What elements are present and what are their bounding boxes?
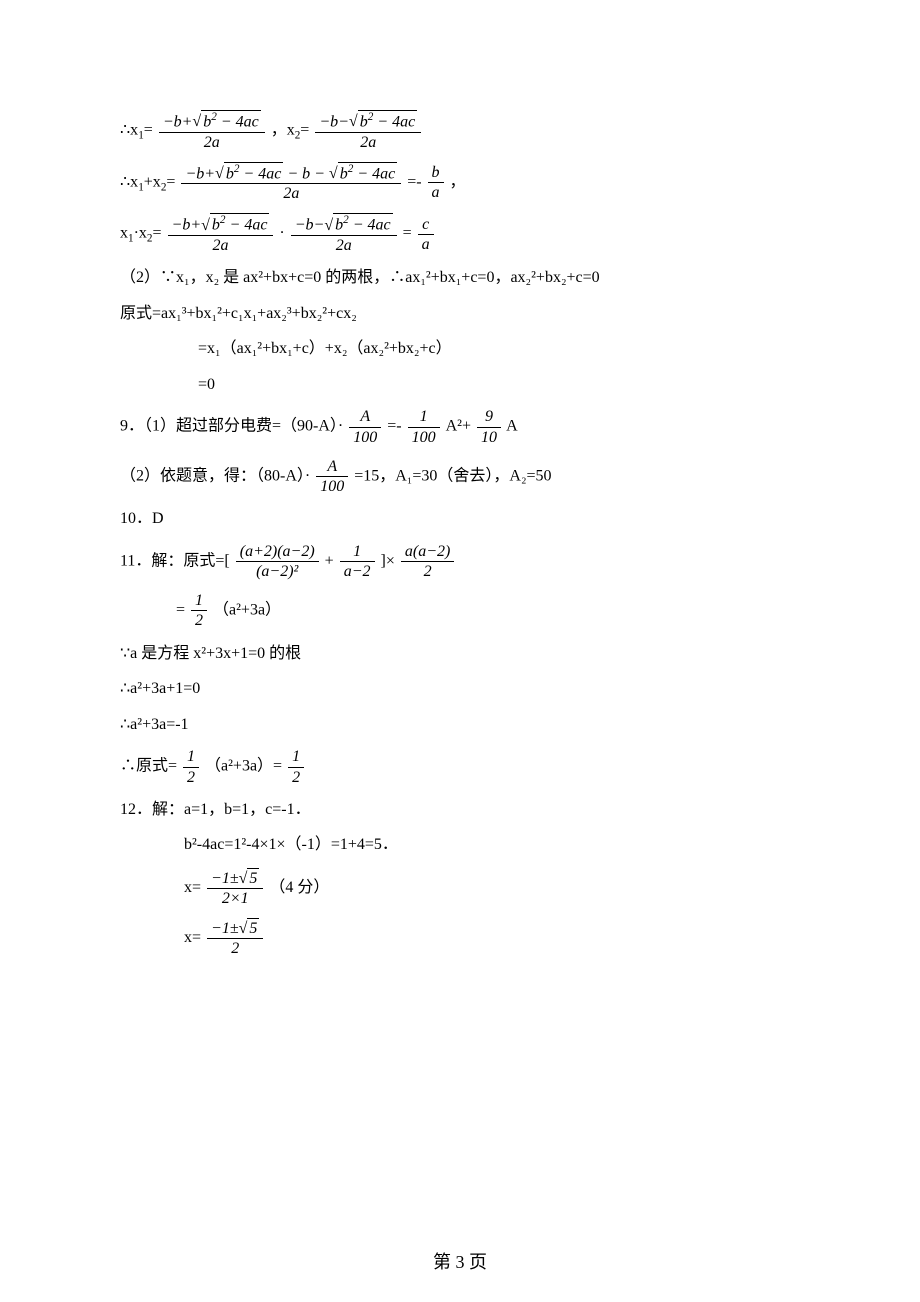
fraction: A 100	[316, 457, 348, 496]
fraction: c a	[418, 215, 434, 254]
problem-11: 11．解：原式=[ (a+2)(a−2) (a−2)² + 1 a−2 ]× a…	[120, 542, 800, 581]
text: A	[506, 418, 518, 435]
fraction: a(a−2) 2	[401, 542, 454, 581]
problem-9-2: （2）依题意，得：（80-A）· A 100 =15，A₁=30（舍去），A₂=…	[120, 457, 800, 496]
fraction: A 100	[349, 407, 381, 446]
fraction: −b+b2 − 4ac − b − b2 − 4ac 2a	[181, 162, 401, 204]
fraction: −b−b2 − 4ac 2a	[315, 110, 421, 152]
fraction: 1 a−2	[340, 542, 375, 581]
text-line: x= −1±5 2	[120, 918, 800, 958]
text: （4 分）	[269, 879, 329, 896]
text: （a²+3a）	[213, 602, 281, 619]
text: =	[176, 602, 185, 619]
fraction: 1 100	[408, 407, 440, 446]
text: （a²+3a）=	[205, 758, 282, 775]
eq-x1-times-x2: x1·x2= −b+b2 − 4ac 2a · −b−b2 − 4ac 2a =…	[120, 213, 800, 255]
problem-9-1: 9．（1）超过部分电费=（90-A）· A 100 =- 1 100 A²+ 9…	[120, 407, 800, 446]
text: A²+	[446, 418, 471, 435]
text-line: x= −1±5 2×1 （4 分）	[120, 868, 800, 908]
text-line: ∴a²+3a+1=0	[120, 676, 800, 702]
text: ，x	[271, 122, 295, 139]
fraction: 1 2	[288, 747, 304, 786]
text: ·	[279, 225, 284, 242]
fraction: 1 2	[191, 591, 207, 630]
text: ∴x	[120, 122, 138, 139]
page: ∴x1= −b+b2 − 4ac 2a ，x2= −b−b2 − 4ac 2a …	[0, 0, 920, 1302]
fraction: −b+b2 − 4ac 2a	[159, 110, 265, 152]
text-line: =x₁（ax₁²+bx₁+c）+x₂（ax₂²+bx₂+c）	[120, 336, 800, 362]
problem-10: 10．D	[120, 506, 800, 532]
text: =	[144, 122, 153, 139]
text: +	[325, 552, 334, 569]
fraction: b a	[428, 163, 444, 202]
text: ·x	[134, 225, 147, 242]
text-line: （2）∵x₁，x₂ 是 ax²+bx+c=0 的两根，∴ax₁²+bx₁+c=0…	[120, 265, 800, 291]
text: =	[166, 173, 175, 190]
text: （2）依题意，得：（80-A）·	[120, 467, 310, 484]
fraction: (a+2)(a−2) (a−2)²	[236, 542, 319, 581]
text: 9．（1）超过部分电费=（90-A）·	[120, 418, 343, 435]
text: x=	[184, 879, 201, 896]
text: ]×	[381, 552, 395, 569]
text: =15，A₁=30（舍去），A₂=50	[354, 467, 551, 484]
text: x=	[184, 929, 201, 946]
text: =-	[387, 418, 401, 435]
text: ∴x	[120, 173, 138, 190]
text: +x	[144, 173, 161, 190]
text: =	[300, 122, 309, 139]
text-line: ∵a 是方程 x²+3x+1=0 的根	[120, 641, 800, 667]
fraction: 9 10	[477, 407, 501, 446]
fraction: −b+b2 − 4ac 2a	[168, 213, 274, 255]
text: =	[153, 225, 162, 242]
fraction: −b−b2 − 4ac 2a	[291, 213, 397, 255]
problem-12: 12．解：a=1，b=1，c=-1．	[120, 797, 800, 823]
eq-x1-plus-x2: ∴x1+x2= −b+b2 − 4ac − b − b2 − 4ac 2a =-…	[120, 162, 800, 204]
fraction: −1±5 2×1	[207, 868, 263, 908]
text: 11．解：原式=[	[120, 552, 230, 569]
fraction: −1±5 2	[207, 918, 263, 958]
text-line: =0	[120, 372, 800, 398]
fraction: 1 2	[183, 747, 199, 786]
text: =-	[407, 173, 421, 190]
text: x	[120, 225, 128, 242]
page-number: 第 3 页	[0, 1248, 920, 1277]
text: ，	[450, 173, 466, 190]
text-line: ∴a²+3a=-1	[120, 712, 800, 738]
text-line: 原式=ax₁³+bx₁²+c₁x₁+ax₂³+bx₂²+cx₂	[120, 301, 800, 327]
text: =	[403, 225, 412, 242]
text-line: = 1 2 （a²+3a）	[120, 591, 800, 630]
text: ∴原式=	[120, 758, 177, 775]
eq-x1-x2-formula: ∴x1= −b+b2 − 4ac 2a ，x2= −b−b2 − 4ac 2a	[120, 110, 800, 152]
text-line: ∴原式= 1 2 （a²+3a）= 1 2	[120, 747, 800, 786]
text-line: b²-4ac=1²-4×1×（-1）=1+4=5．	[120, 832, 800, 858]
